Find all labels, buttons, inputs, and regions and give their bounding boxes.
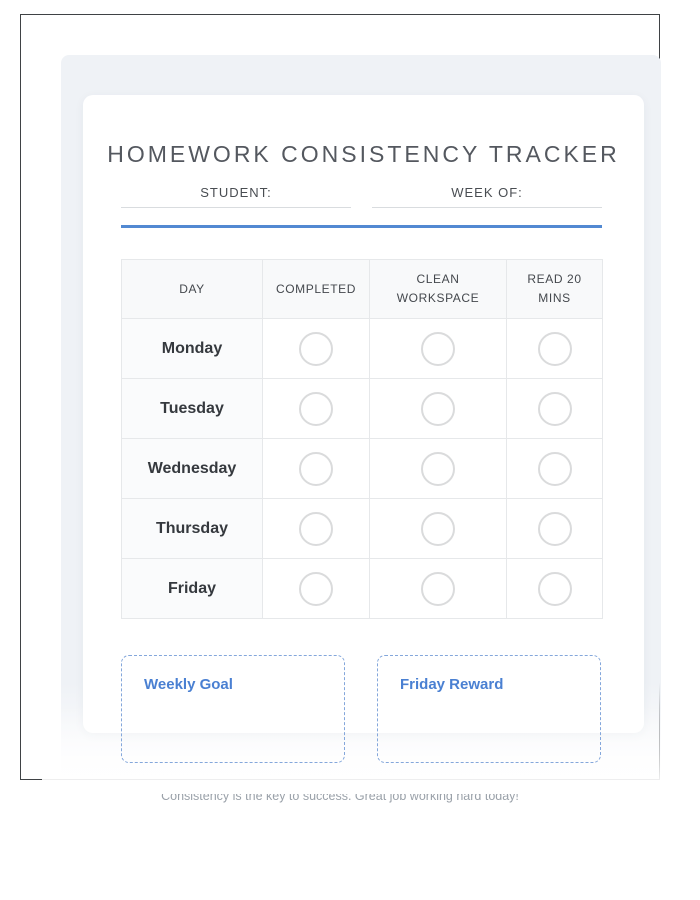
check-cell [369, 318, 507, 379]
footer-quote-container: Consistency is the key to success. Great… [20, 789, 660, 803]
check-cell [262, 438, 370, 499]
footer-quote: Consistency is the key to success. Great… [161, 789, 519, 803]
tracker-table: DAY COMPLETED CLEAN WORKSPACE READ 20 MI… [121, 259, 603, 619]
checkbox-circle[interactable] [299, 511, 333, 546]
checkbox-circle[interactable] [537, 391, 572, 426]
checkbox-circle[interactable] [537, 331, 572, 366]
day-label: Wednesday [121, 438, 263, 499]
check-cell [506, 378, 603, 439]
friday-reward-title: Friday Reward [400, 676, 504, 693]
table-header-row: DAY COMPLETED CLEAN WORKSPACE READ 20 MI… [121, 259, 603, 319]
checkbox-circle[interactable] [537, 571, 572, 606]
table-row: Monday [121, 318, 603, 379]
column-header-completed: COMPLETED [262, 259, 370, 319]
column-header-day: DAY [121, 259, 263, 319]
column-header-clean-workspace: CLEAN WORKSPACE [369, 259, 507, 319]
check-cell [369, 558, 507, 619]
weekly-goal-box[interactable]: Weekly Goal [121, 655, 345, 763]
checkbox-circle[interactable] [537, 451, 572, 486]
checkbox-circle[interactable] [421, 571, 455, 606]
check-cell [506, 318, 603, 379]
checkbox-circle[interactable] [299, 331, 333, 366]
day-label: Monday [121, 318, 263, 379]
check-cell [262, 558, 370, 619]
check-cell [369, 498, 507, 559]
check-cell [262, 318, 370, 379]
column-header-read-20-mins: READ 20 MINS [506, 259, 603, 319]
page-title: HOMEWORK CONSISTENCY TRACKER [107, 141, 620, 167]
weekly-goal-title: Weekly Goal [144, 676, 233, 693]
checkbox-circle[interactable] [421, 451, 455, 486]
check-cell [506, 438, 603, 499]
checkbox-circle[interactable] [299, 391, 333, 426]
header-fields: STUDENT: WEEK OF: [121, 185, 602, 208]
check-cell [369, 438, 507, 499]
friday-reward-box[interactable]: Friday Reward [377, 655, 601, 763]
tracker-table-body: Monday Tuesday Wednesday Thursday Friday [121, 318, 603, 619]
checkbox-circle[interactable] [421, 511, 455, 546]
checkbox-circle[interactable] [299, 451, 333, 486]
check-cell [262, 378, 370, 439]
table-row: Wednesday [121, 438, 603, 499]
week-of-field[interactable]: WEEK OF: [372, 185, 602, 208]
worksheet-card: HOMEWORK CONSISTENCY TRACKER STUDENT: WE… [83, 95, 644, 733]
accent-divider [121, 225, 602, 228]
day-label: Friday [121, 558, 263, 619]
table-row: Thursday [121, 498, 603, 559]
check-cell [369, 378, 507, 439]
table-row: Tuesday [121, 378, 603, 439]
document-page: HOMEWORK CONSISTENCY TRACKER STUDENT: WE… [20, 14, 680, 794]
day-label: Tuesday [121, 378, 263, 439]
student-field[interactable]: STUDENT: [121, 185, 351, 208]
check-cell [506, 498, 603, 559]
table-row: Friday [121, 558, 603, 619]
check-cell [262, 498, 370, 559]
checkbox-circle[interactable] [421, 391, 455, 426]
checkbox-circle[interactable] [537, 511, 572, 546]
checkbox-circle[interactable] [421, 331, 455, 366]
week-of-field-label: WEEK OF: [372, 185, 602, 208]
day-label: Thursday [121, 498, 263, 559]
student-field-label: STUDENT: [121, 185, 351, 208]
checkbox-circle[interactable] [299, 571, 333, 606]
check-cell [506, 558, 603, 619]
